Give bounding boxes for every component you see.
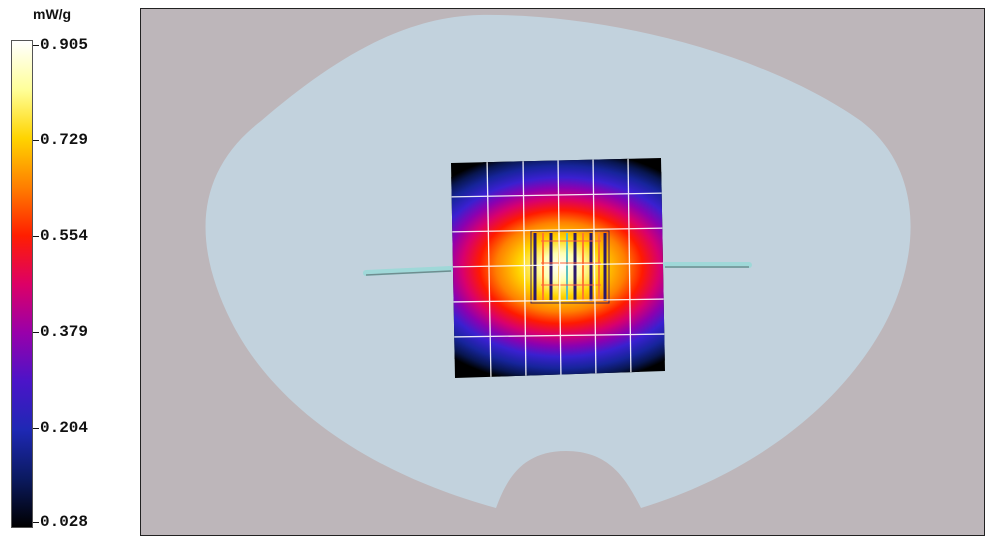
sar-plot-frame xyxy=(140,8,985,536)
antenna-left-arm xyxy=(363,266,454,276)
colorbar-tick-mark xyxy=(33,236,39,237)
colorbar-tick-mark xyxy=(33,428,39,429)
colorbar-tick-mark xyxy=(33,332,39,333)
colorbar-tick-mark xyxy=(33,140,39,141)
colorbar-tick-0028: 0.028 xyxy=(40,513,89,531)
sar-plot xyxy=(205,14,911,509)
colorbar-tick-0905: 0.905 xyxy=(40,36,89,54)
colorbar-tick-mark xyxy=(33,522,39,523)
measurement-grid xyxy=(451,158,665,378)
colorbar-gradient xyxy=(12,41,32,527)
colorbar-unit-label: mW/g xyxy=(33,6,72,22)
sar-heatmap-region xyxy=(451,158,665,378)
colorbar-tick-0204: 0.204 xyxy=(40,419,89,437)
colorbar-tick-0379: 0.379 xyxy=(40,323,89,341)
colorbar-border xyxy=(11,40,33,528)
colorbar-tick-0554: 0.554 xyxy=(40,227,89,245)
colorbar-tick-mark xyxy=(33,45,39,46)
antenna-left-shadow xyxy=(365,270,452,276)
colorbar-tick-0729: 0.729 xyxy=(40,131,89,149)
